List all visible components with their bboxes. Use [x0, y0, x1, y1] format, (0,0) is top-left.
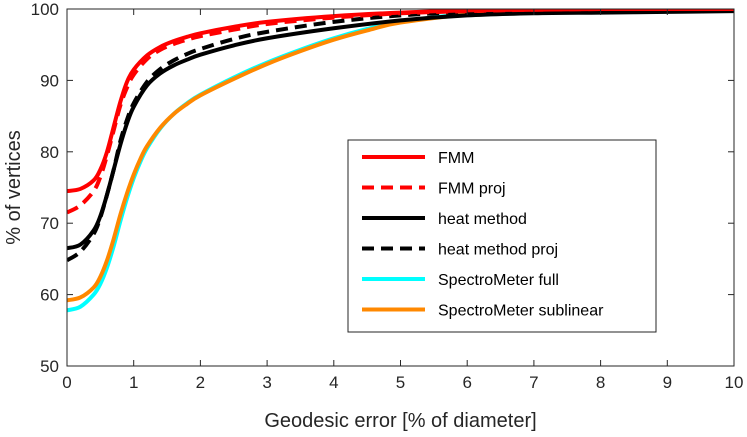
x-tick-label: 1: [129, 373, 138, 392]
x-tick-label: 10: [725, 373, 744, 392]
series-line-fmm-proj: [67, 9, 734, 215]
x-tick-label: 4: [329, 373, 338, 392]
legend-box: [347, 139, 657, 333]
legend-label: SpectroMeter sublinear: [438, 303, 604, 320]
y-axis-title: % of vertices: [3, 130, 25, 244]
x-tick-label: 3: [262, 373, 271, 392]
x-tick-label: 7: [529, 373, 538, 392]
legend: FMM FMM proj heat method heat method proj Sp…: [347, 139, 657, 333]
series-line-fmm: [67, 9, 734, 194]
x-tick-label: 2: [196, 373, 205, 392]
series-line-heat-method: [67, 9, 734, 251]
x-tick-label: 5: [396, 373, 405, 392]
x-tick-label: 0: [62, 373, 71, 392]
legend-label: heat method: [438, 211, 527, 228]
series-layer: [67, 9, 734, 313]
y-tick-label: 60: [40, 286, 59, 305]
legend-label: heat method proj: [438, 242, 558, 259]
x-tick-label: 9: [663, 373, 672, 392]
legend-label: FMM proj: [438, 181, 506, 198]
y-tick-label: 90: [40, 71, 59, 90]
ticks-layer: 0 1 2 3 4 5 6 7 8 9 10 50 60 70 80 90 100: [31, 0, 744, 392]
x-tick-label: 6: [462, 373, 471, 392]
y-tick-label: 70: [40, 214, 59, 233]
x-tick-label: 8: [596, 373, 605, 392]
legend-label: FMM: [438, 150, 474, 167]
x-axis-title: Geodesic error [% of diameter]: [264, 410, 536, 432]
y-tick-label: 50: [40, 357, 59, 376]
legend-label: SpectroMeter full: [438, 272, 559, 289]
y-tick-label: 100: [31, 0, 59, 19]
y-tick-label: 80: [40, 143, 59, 162]
